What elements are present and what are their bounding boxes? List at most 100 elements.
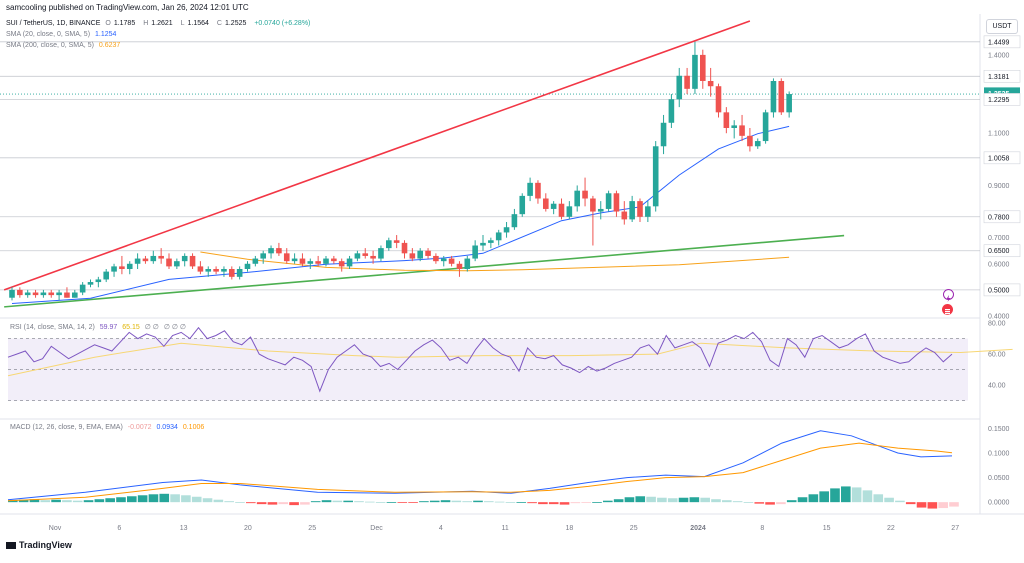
macd-histogram-bar	[873, 494, 884, 503]
rsi-tick-label: 80.00	[988, 321, 1006, 328]
macd-tick-label: 0.0500	[988, 475, 1010, 482]
macd-histogram-bar	[246, 502, 256, 504]
candle-body	[503, 227, 510, 233]
macd-histogram-bar	[267, 502, 278, 505]
macd-histogram-bar	[213, 499, 224, 503]
currency-button[interactable]: USDT	[986, 19, 1018, 34]
candle-body	[613, 193, 620, 212]
ohlc-high-value: 1.2621	[151, 20, 173, 27]
macd-histogram-bar	[386, 502, 397, 503]
ohlc-low-key: L	[180, 20, 185, 27]
ohlc-high-key: H	[143, 20, 149, 27]
candle-body	[660, 122, 667, 147]
macd-histogram-bar	[202, 498, 213, 503]
macd-histogram-bar	[83, 500, 94, 503]
candle-body	[700, 54, 706, 81]
level-label: 0.5000	[988, 287, 1010, 294]
candle-body	[386, 240, 392, 249]
macd-histogram-bar	[667, 498, 678, 503]
macd-histogram-bar	[505, 502, 516, 503]
macd-histogram-bar	[905, 502, 916, 505]
level-label: 0.6500	[988, 248, 1010, 255]
candle-body	[409, 253, 416, 259]
candle-body	[668, 99, 675, 123]
macd-histogram-bar	[62, 500, 72, 503]
candle-body	[174, 261, 180, 267]
sma200-legend[interactable]: SMA (200, close, 0, SMA, 5) 0.6237	[6, 42, 123, 49]
candle-body	[786, 94, 792, 113]
macd-tick-label: 0.1500	[988, 426, 1010, 433]
candle-body	[103, 271, 109, 280]
candle-body	[629, 201, 635, 220]
macd-histogram-bar	[527, 502, 537, 504]
price-tick-label: 0.7000	[988, 235, 1010, 242]
sma20-label: SMA (20, close, 0, SMA, 5)	[6, 31, 91, 38]
time-tick-label: 4	[439, 525, 443, 532]
candle-body	[519, 195, 526, 215]
macd-histogram-bar	[181, 495, 191, 503]
candle-body	[213, 269, 219, 272]
macd-histogram-bar	[343, 500, 353, 503]
time-tick-label: 27	[951, 525, 959, 532]
candle-body	[158, 255, 164, 259]
candle-body	[739, 125, 745, 136]
macd-histogram-bar	[191, 496, 202, 503]
tradingview-footer[interactable]: TradingView	[6, 540, 72, 550]
macd-histogram-bar	[678, 497, 689, 503]
macd-histogram-bar	[300, 502, 310, 505]
candle-body	[511, 214, 518, 228]
level-tag	[983, 244, 1021, 258]
candle-body	[480, 242, 486, 246]
sma20-legend[interactable]: SMA (20, close, 0, SMA, 5) 1.1254	[6, 31, 119, 38]
candle-body	[456, 263, 463, 269]
candle-body	[393, 240, 400, 243]
macd-tick-label: 0.0000	[988, 500, 1010, 507]
level-tag	[983, 70, 1021, 83]
flag-event-icon[interactable]	[942, 304, 953, 315]
candle-body	[448, 258, 455, 264]
sma20-value: 1.1254	[94, 31, 117, 38]
time-tick-label: 2024	[690, 525, 706, 532]
macd-line	[7, 430, 953, 501]
macd-histogram-bar	[440, 500, 451, 503]
time-tick-label: Nov	[49, 525, 62, 532]
candle-body	[692, 54, 698, 89]
level-label: 1.2295	[988, 97, 1010, 104]
resistance-trendline	[3, 20, 751, 291]
candle-body	[9, 289, 15, 298]
macd-histogram-bar	[916, 502, 927, 508]
time-tick-label: 20	[244, 525, 252, 532]
ohlc-open: O 1.1785	[105, 20, 138, 27]
macd-histogram-bar	[927, 502, 938, 509]
candle-body	[79, 284, 86, 293]
price-tick-label: 0.6000	[988, 261, 1010, 268]
macd-histogram-bar	[732, 501, 743, 503]
candle-body	[87, 282, 94, 285]
macd-histogram-bar	[256, 502, 267, 505]
lightning-event-icon[interactable]	[943, 289, 954, 302]
candle-body	[72, 292, 78, 298]
candle-body	[331, 258, 337, 262]
macd-legend[interactable]: MACD (12, 26, close, 9, EMA, EMA) -0.007…	[10, 424, 207, 431]
rsi-tick-label: 60.00	[988, 352, 1006, 359]
candle-body	[260, 253, 266, 259]
macd-histogram	[8, 486, 959, 509]
candle-body	[715, 86, 722, 113]
candle-body	[472, 245, 478, 259]
macd-histogram-bar	[765, 502, 775, 505]
price-tick-label: 0.4000	[988, 314, 1010, 321]
rsi-legend[interactable]: RSI (14, close, SMA, 14, 2) 59.97 65.15 …	[10, 323, 189, 331]
candle-body	[535, 182, 541, 199]
macd-histogram-bar	[332, 500, 343, 503]
price-tick-label: 1.4000	[988, 52, 1010, 59]
candle-body	[40, 292, 47, 296]
macd-histogram-bar	[72, 500, 83, 503]
price-tick-label: 1.1000	[988, 131, 1010, 138]
macd-histogram-bar	[365, 501, 375, 503]
rsi-empty-values: ∅ ∅	[144, 324, 159, 331]
macd-histogram-bar	[29, 499, 40, 503]
macd-histogram-bar	[235, 502, 245, 503]
candle-body	[417, 250, 423, 259]
